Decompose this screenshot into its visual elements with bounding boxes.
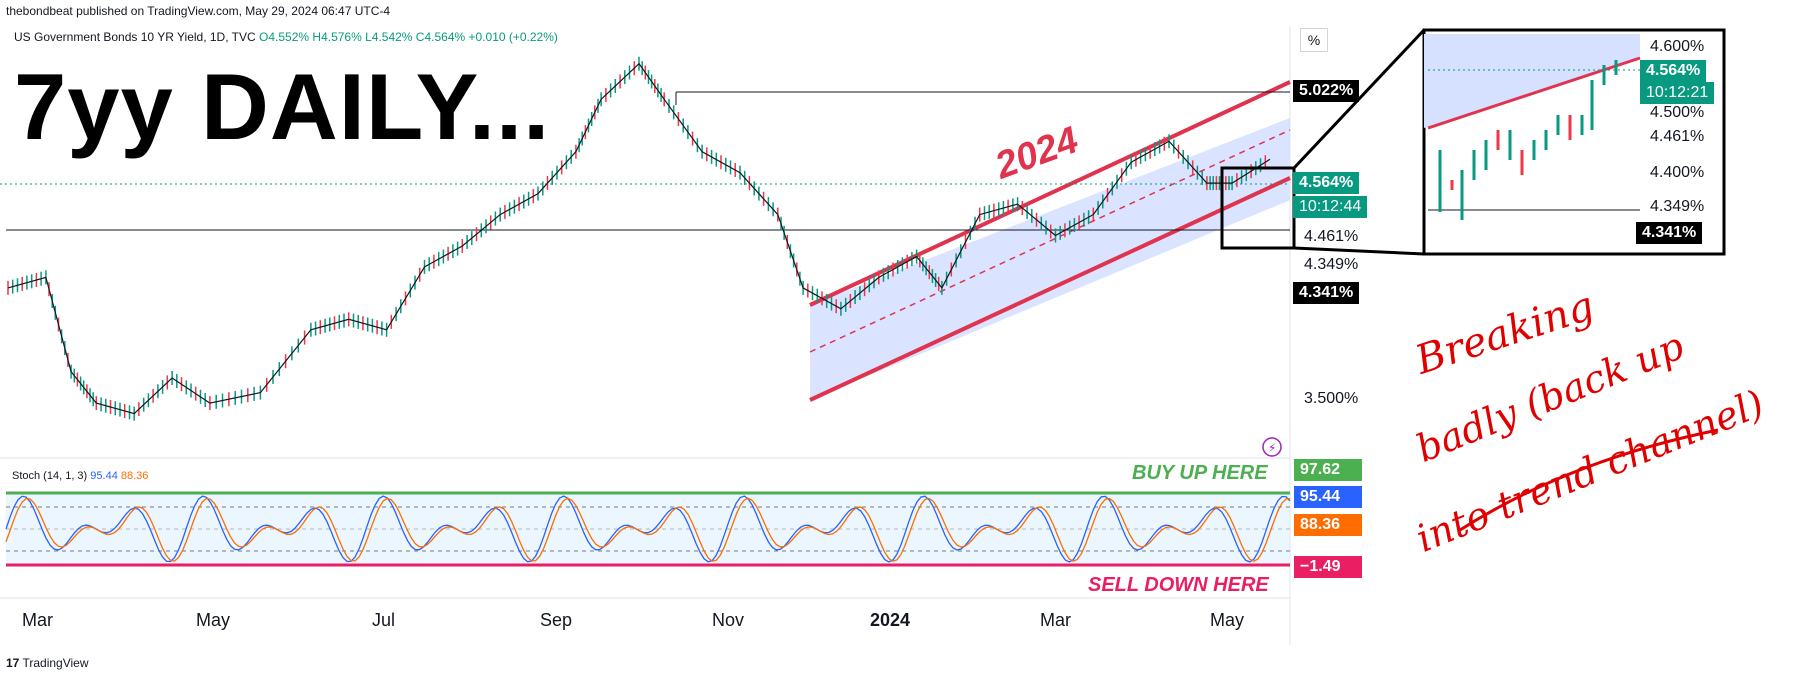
x-tick-label: Nov (712, 610, 745, 630)
price-label-current: 4.564% (1293, 172, 1360, 194)
handwritten-underline (1459, 428, 1719, 532)
x-tick-label: Jul (372, 610, 396, 630)
stoch-legend: Stoch (14, 1, 3) 95.44 88.36 (12, 470, 148, 482)
channel-lower-line (809, 176, 1291, 402)
inset-channel-fill (1424, 34, 1640, 128)
alert-icon (1262, 437, 1282, 457)
footer-brand: 17 TradingView (6, 656, 89, 670)
price-label-support: 4.461% (1304, 228, 1359, 245)
x-tick-label: Mar (22, 610, 53, 630)
stoch-d-value: 88.36 (120, 470, 149, 482)
stoch-box-k: 95.44 (1294, 486, 1362, 508)
price-label-level2: 4.349% (1304, 256, 1359, 273)
x-tick-label: May (1210, 610, 1245, 630)
x-tick-label: Mar (1040, 610, 1071, 630)
tv-logo-icon: 17 (6, 656, 20, 670)
stoch-title: Stoch (14, 1, 3) (12, 470, 88, 482)
inset-label-4461: 4.461% (1650, 128, 1705, 145)
inset-label-countdown: 10:12:21 (1640, 82, 1715, 104)
inset-candles (1438, 60, 1618, 220)
symbol-name: US Government Bonds 10 YR Yield, 1D, TVC (14, 30, 256, 44)
channel-fill (810, 118, 1290, 400)
inset-label-4341: 4.341% (1636, 222, 1703, 244)
stoch-box-bottom: −1.49 (1294, 556, 1362, 578)
buy-annotation: BUY UP HERE (1132, 462, 1268, 484)
svg-text:⚡: ⚡ (1268, 441, 1276, 455)
stoch-box-top: 97.62 (1294, 459, 1362, 481)
channel-mid-line (809, 129, 1291, 353)
overlay-title: 7yy DAILY... (14, 54, 551, 159)
x-tick-label: Sep (540, 610, 573, 630)
unit-toggle-button[interactable]: % (1300, 28, 1328, 52)
stoch-box-d: 88.36 (1294, 514, 1362, 536)
price-label-low: 4.341% (1293, 282, 1360, 304)
inset-label-450: 4.500% (1650, 104, 1705, 121)
stoch-k-line (5, 495, 1291, 563)
symbol-ohlc: O4.552% H4.576% L4.542% C4.564% +0.010 (… (259, 30, 558, 44)
countdown-label: 10:12:44 (1293, 196, 1368, 218)
inset-label-440: 4.400% (1650, 164, 1705, 181)
symbol-info: US Government Bonds 10 YR Yield, 1D, TVC… (14, 30, 558, 44)
price-label-bottom: 3.500% (1304, 390, 1359, 407)
x-tick-label: 2024 (870, 610, 911, 630)
price-label-high: 5.022% (1293, 80, 1360, 102)
stoch-d-line (5, 497, 1291, 562)
sell-annotation: SELL DOWN HERE (1088, 574, 1269, 596)
inset-label-current: 4.564% (1640, 60, 1707, 82)
inset-label-4349: 4.349% (1650, 198, 1705, 215)
stoch-k-value: 95.44 (90, 470, 118, 482)
publisher-header: thebondbeat published on TradingView.com… (6, 4, 391, 18)
x-tick-label: May (196, 610, 231, 630)
channel-upper-line (809, 80, 1291, 307)
inset-label-460: 4.600% (1650, 38, 1705, 55)
price-path (7, 62, 1271, 415)
